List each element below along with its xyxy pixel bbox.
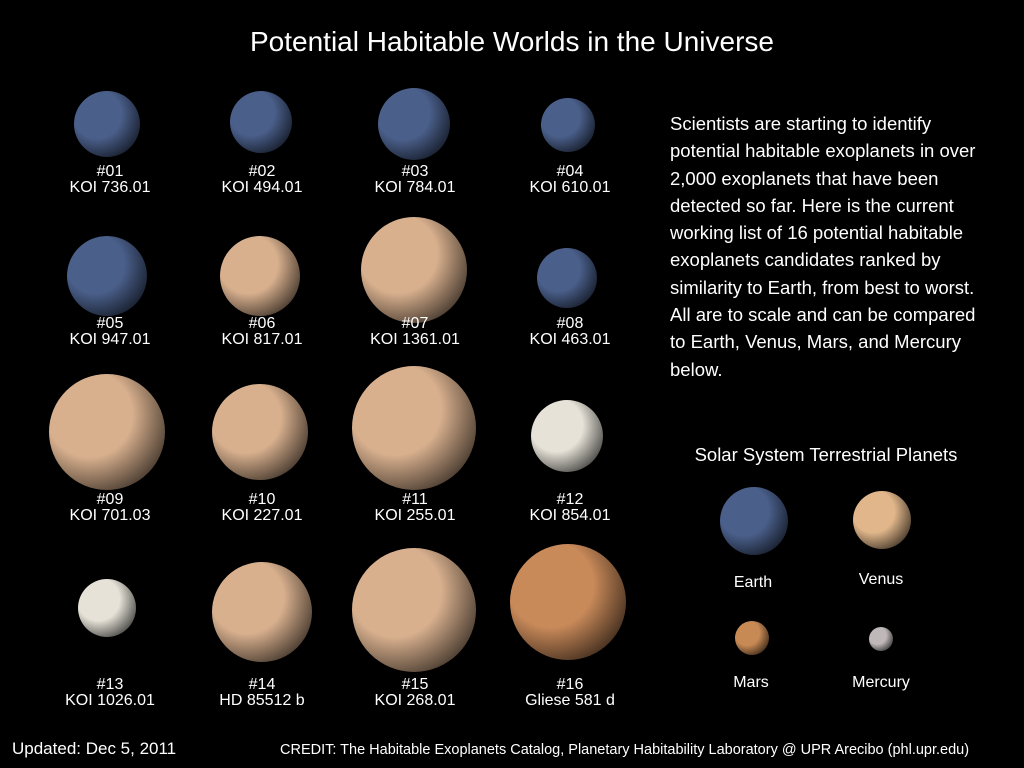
exoplanet-label: #09 KOI 701.03 <box>30 492 190 524</box>
exoplanet-name: KOI 784.01 <box>374 179 456 196</box>
exoplanet-label: #16 Gliese 581 d <box>490 677 650 709</box>
exoplanet-image <box>378 88 450 160</box>
exoplanet-label: #06 KOI 817.01 <box>182 316 342 348</box>
exoplanet-rank: #07 <box>401 315 429 332</box>
exoplanet-image <box>510 544 626 660</box>
exoplanet-rank: #15 <box>401 676 429 693</box>
exoplanet-name: KOI 610.01 <box>529 179 611 196</box>
description-text: Scientists are starting to identify pote… <box>670 113 976 380</box>
exoplanet-image <box>352 366 476 490</box>
exoplanet-label: #11 KOI 255.01 <box>335 492 495 524</box>
exoplanet-label: #02 KOI 494.01 <box>182 164 342 196</box>
page-title: Potential Habitable Worlds in the Univer… <box>250 26 774 57</box>
exoplanet-rank: #03 <box>401 163 429 180</box>
exoplanet-rank: #08 <box>556 315 584 332</box>
exoplanet-image <box>531 400 603 472</box>
exoplanet-image <box>212 562 312 662</box>
exoplanet-image <box>67 236 147 316</box>
credit-text: CREDIT: The Habitable Exoplanets Catalog… <box>280 742 970 758</box>
exoplanet-image <box>212 384 308 480</box>
exoplanet-label: #13 KOI 1026.01 <box>30 677 190 709</box>
exoplanet-rank: #01 <box>96 163 124 180</box>
exoplanet-name: KOI 227.01 <box>221 507 303 524</box>
exoplanet-image <box>220 236 300 316</box>
solar-system-heading: Solar System Terrestrial Planets <box>694 444 958 465</box>
exoplanet-image <box>361 217 467 323</box>
exoplanet-name: KOI 817.01 <box>221 331 303 348</box>
exoplanet-rank: #12 <box>556 491 584 508</box>
exoplanet-label: #10 KOI 227.01 <box>182 492 342 524</box>
exoplanet-name: KOI 701.03 <box>69 507 151 524</box>
exoplanet-image <box>352 548 476 672</box>
exoplanet-name: KOI 947.01 <box>69 331 151 348</box>
exoplanet-name: KOI 255.01 <box>374 507 456 524</box>
solar-planet-label: Earth <box>733 574 773 591</box>
exoplanet-rank: #13 <box>96 676 124 693</box>
exoplanet-label: #15 KOI 268.01 <box>335 677 495 709</box>
exoplanet-image <box>230 91 292 153</box>
exoplanet-label: #05 KOI 947.01 <box>30 316 190 348</box>
exoplanet-image <box>49 374 165 490</box>
exoplanet-label: #14 HD 85512 b <box>182 677 342 709</box>
exoplanet-name: KOI 1361.01 <box>370 331 460 348</box>
exoplanet-name: KOI 268.01 <box>374 692 456 709</box>
exoplanet-image <box>74 91 140 157</box>
exoplanet-label: #08 KOI 463.01 <box>490 316 650 348</box>
solar-planet-label: Mercury <box>852 674 910 691</box>
exoplanet-image <box>537 248 597 308</box>
exoplanet-name: KOI 494.01 <box>221 179 303 196</box>
updated-date: Updated: Dec 5, 2011 <box>12 739 177 758</box>
solar-planet-image <box>869 627 893 651</box>
solar-planet-image <box>735 621 769 655</box>
exoplanet-name: KOI 736.01 <box>69 179 151 196</box>
exoplanet-image <box>541 98 595 152</box>
exoplanet-image <box>78 579 136 637</box>
exoplanet-rank: #09 <box>96 491 124 508</box>
exoplanet-label: #03 KOI 784.01 <box>335 164 495 196</box>
exoplanet-rank: #02 <box>248 163 276 180</box>
solar-planet-label: Mars <box>733 674 769 691</box>
exoplanet-label: #12 KOI 854.01 <box>490 492 650 524</box>
exoplanet-name: Gliese 581 d <box>525 692 615 709</box>
exoplanet-label: #07 KOI 1361.01 <box>335 316 495 348</box>
exoplanet-name: KOI 854.01 <box>529 507 611 524</box>
exoplanet-rank: #05 <box>96 315 124 332</box>
solar-planet-image <box>720 487 788 555</box>
exoplanet-rank: #14 <box>248 676 276 693</box>
exoplanet-name: KOI 463.01 <box>529 331 611 348</box>
exoplanet-label: #04 KOI 610.01 <box>490 164 650 196</box>
exoplanet-rank: #06 <box>248 315 276 332</box>
exoplanet-rank: #04 <box>556 163 584 180</box>
solar-planet-image <box>853 491 911 549</box>
exoplanet-rank: #10 <box>248 491 276 508</box>
exoplanet-rank: #16 <box>556 676 584 693</box>
exoplanet-rank: #11 <box>402 491 428 508</box>
exoplanet-name: KOI 1026.01 <box>65 692 155 709</box>
exoplanet-name: HD 85512 b <box>219 692 305 709</box>
exoplanet-label: #01 KOI 736.01 <box>30 164 190 196</box>
solar-planet-label: Venus <box>858 571 904 588</box>
